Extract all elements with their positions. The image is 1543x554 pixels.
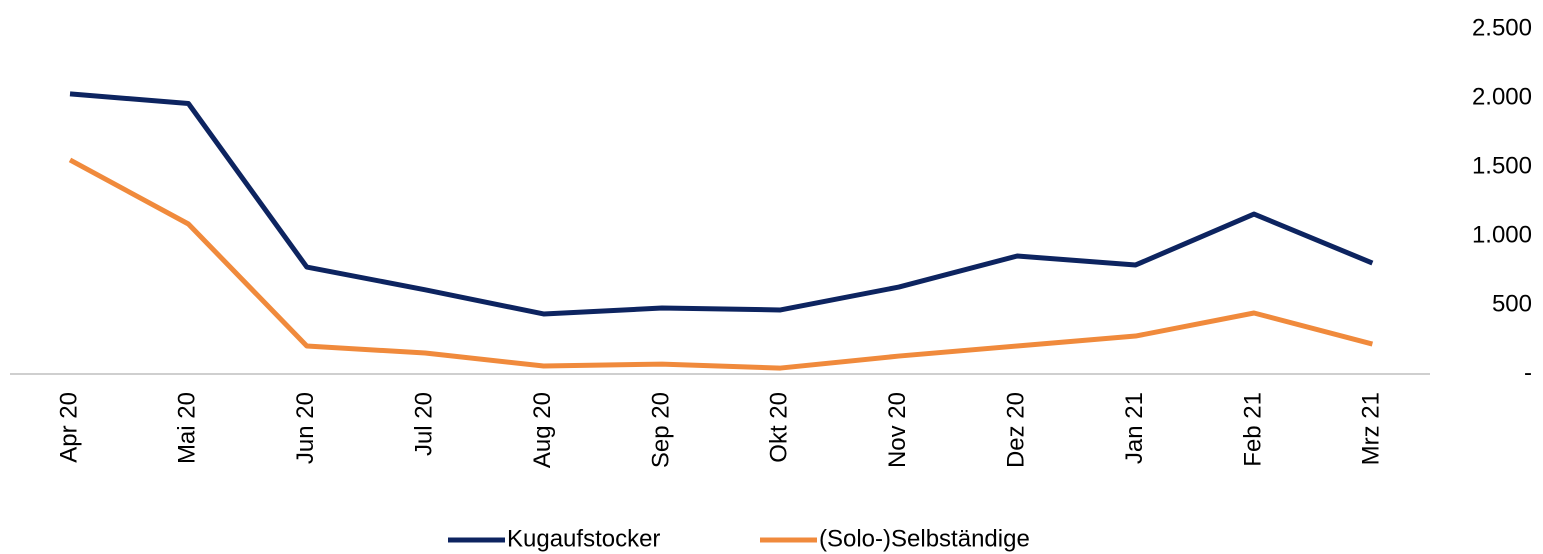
- legend-label: Kugaufstocker: [507, 525, 660, 552]
- y-tick-label: 2.500: [1472, 14, 1532, 41]
- series-line: [69, 91, 1374, 317]
- x-tick-label: Apr 20: [55, 392, 82, 463]
- x-tick-label: Sep 20: [647, 392, 674, 468]
- x-tick-label: Feb 21: [1239, 392, 1266, 467]
- x-tick-label: Mrz 21: [1358, 392, 1385, 465]
- x-tick-label: Jan 21: [1121, 392, 1148, 464]
- y-tick-label: 1.000: [1472, 221, 1532, 248]
- y-tick-label: -: [1524, 359, 1532, 386]
- x-tick-label: Jun 20: [292, 392, 319, 464]
- x-tick-label: Jul 20: [411, 392, 438, 456]
- y-tick-label: 500: [1492, 290, 1532, 317]
- y-tick-label: 1.500: [1472, 152, 1532, 179]
- x-tick-label: Mai 20: [174, 392, 201, 464]
- x-tick-label: Okt 20: [766, 392, 793, 463]
- x-tick-label: Aug 20: [529, 392, 556, 468]
- y-tick-label: 2.000: [1472, 83, 1532, 110]
- x-tick-label: Nov 20: [884, 392, 911, 468]
- x-tick-label: Dez 20: [1003, 392, 1030, 468]
- series-line: [68, 157, 1374, 371]
- legend-label: (Solo-)Selbständige: [819, 525, 1030, 552]
